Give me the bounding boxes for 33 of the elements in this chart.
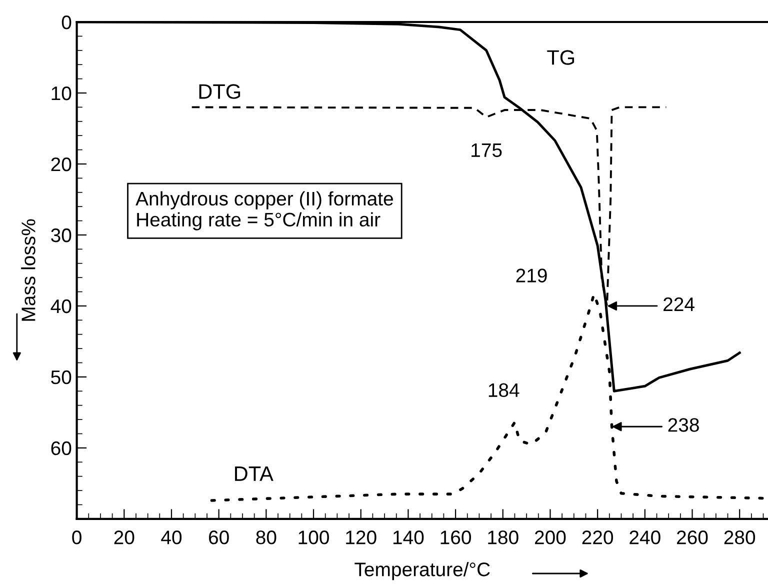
series-label: DTA [235,466,274,481]
x-tick-label: 100 [298,530,329,544]
annotation: 219 [516,268,547,282]
y-tick-label: 10 [52,86,72,100]
y-tick-label: 0 [62,15,72,30]
y-tick-label: 30 [51,228,72,242]
series-label: DTG [199,84,240,99]
x-tick-label: 260 [677,530,708,544]
annotation: 184 [488,383,520,398]
text: TG [547,50,574,65]
annotation: 238 [668,418,699,432]
x-tick-label: 120 [346,530,376,544]
y-tick-label: 40 [50,299,72,314]
x-axis-title: Temperature/°C [354,562,490,580]
x-tick-label: 180 [488,530,518,544]
x-tick-label: 200 [534,530,566,544]
y-tick-label: 20 [51,157,72,172]
x-tick-label: 20 [114,530,134,544]
annotation: Anhydrous copper (II) formate Heating rate = 5°C/min in air [136,191,393,230]
x-tick-label: 0 [72,530,82,544]
x-tick-label: 220 [582,530,614,544]
x-tick-label: 40 [161,530,182,544]
y-tick-label: 50 [51,370,72,384]
annotation: 224 [664,297,694,311]
y-axis-title: Mass loss% [21,219,36,321]
x-tick-label: 60 [209,530,229,544]
annotation: 175 [472,144,502,158]
x-tick-label: 160 [440,530,471,544]
x-tick-label: 240 [630,530,660,544]
x-tick-label: 280 [724,530,756,544]
y-tick-label: 60 [51,441,72,456]
x-tick-label: 80 [256,530,276,544]
x-tick-label: 140 [393,530,424,544]
